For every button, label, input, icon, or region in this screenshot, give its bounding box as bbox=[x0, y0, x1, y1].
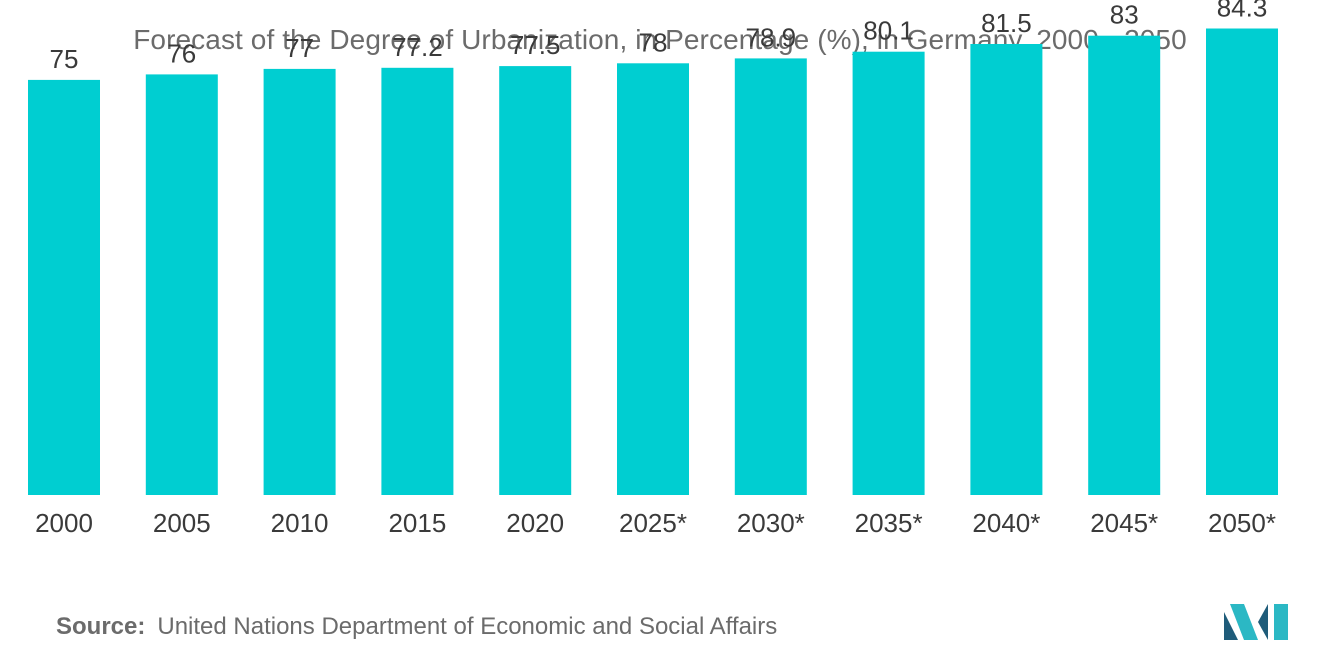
x-tick-label: 2050* bbox=[1208, 508, 1276, 538]
data-label: 81.5 bbox=[981, 8, 1032, 38]
data-label: 78.9 bbox=[745, 22, 796, 52]
bar-2045-forecast bbox=[1088, 35, 1161, 495]
x-tick-label: 2005 bbox=[153, 508, 211, 538]
bar-chart: 75 2000 76 2005 77 2010 77.2 2015 77.5 2020 78 2025… bbox=[28, 0, 1278, 538]
bar-2020 bbox=[499, 66, 572, 495]
data-label: 77 bbox=[285, 33, 314, 63]
x-tick-label: 2035* bbox=[855, 508, 923, 538]
data-label: 77.2 bbox=[392, 32, 443, 62]
bar-2030-forecast bbox=[734, 58, 807, 496]
x-tick-label: 2025* bbox=[619, 508, 687, 538]
bar-2050-forecast bbox=[1206, 28, 1278, 495]
data-label: 78 bbox=[639, 27, 668, 57]
source-text: United Nations Department of Economic an… bbox=[157, 613, 778, 640]
bar-2025-forecast bbox=[617, 63, 689, 496]
data-label: 83 bbox=[1110, 0, 1139, 30]
bar-2015 bbox=[381, 67, 454, 496]
x-tick-label: 2010 bbox=[271, 508, 329, 538]
data-label: 77.5 bbox=[510, 30, 561, 60]
bar-2000 bbox=[28, 79, 100, 496]
x-tick-label: 2000 bbox=[35, 508, 93, 538]
data-label: 84.3 bbox=[1217, 0, 1268, 23]
data-label: 76 bbox=[167, 38, 196, 68]
bar-2035-forecast bbox=[852, 51, 925, 495]
x-tick-label: 2045* bbox=[1090, 508, 1158, 538]
x-tick-label: 2020 bbox=[506, 508, 564, 538]
bar-2040-forecast bbox=[970, 44, 1043, 495]
x-tick-label: 2040* bbox=[972, 508, 1040, 538]
data-label: 75 bbox=[50, 44, 79, 74]
x-tick-label: 2015 bbox=[388, 508, 446, 538]
source-line: Source: United Nations Department of Econ… bbox=[56, 613, 777, 641]
x-tick-label: 2030* bbox=[737, 508, 805, 538]
source-label: Source: bbox=[56, 613, 146, 640]
bar-2010 bbox=[263, 68, 336, 496]
mordor-intelligence-logo-icon bbox=[1224, 604, 1288, 640]
bar-2005 bbox=[145, 74, 218, 496]
data-label: 80.1 bbox=[863, 16, 914, 46]
